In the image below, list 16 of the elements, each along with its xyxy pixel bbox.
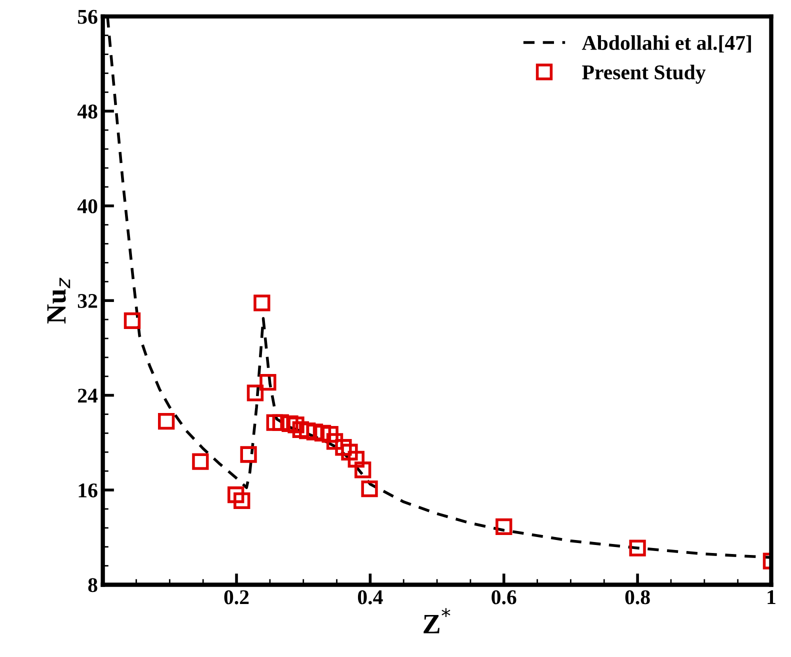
y-axis-title: Nu$_{z}$ <box>47 278 70 324</box>
y-tick-label: 40 <box>77 199 98 214</box>
legend-label: Present Study <box>582 64 706 84</box>
x-tick-label: 0.8 <box>625 590 650 604</box>
y-tick-label: 32 <box>78 294 98 308</box>
x-tick-label: 0.2 <box>224 590 249 604</box>
y-tick-label: 48 <box>77 104 98 119</box>
x-tick-label: 1 <box>768 590 776 604</box>
x-tick-label: 0.6 <box>492 590 516 604</box>
y-tick-label: 24 <box>78 388 98 403</box>
y-tick-label: 16 <box>78 483 98 498</box>
x-tick-label: 0.4 <box>358 590 383 604</box>
y-tick-label: 8 <box>88 578 98 592</box>
legend-label: Abdollahi et al.[47] <box>582 35 751 53</box>
y-tick-label: 56 <box>78 10 98 24</box>
x-axis-title: Z$^{*}$ <box>424 608 450 634</box>
